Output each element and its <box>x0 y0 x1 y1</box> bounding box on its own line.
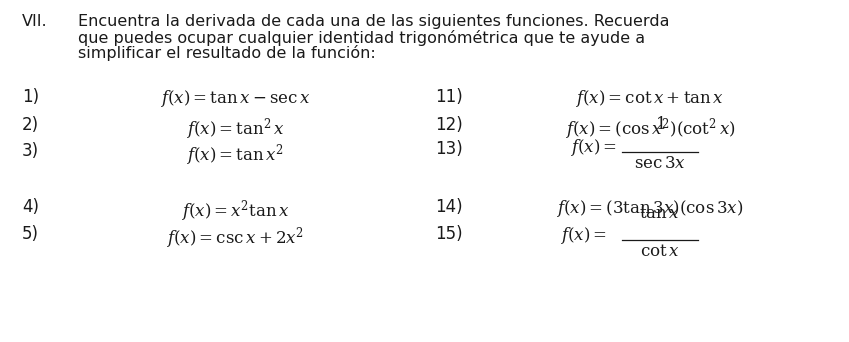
Text: $1$: $1$ <box>655 115 665 133</box>
Text: 11): 11) <box>435 88 463 106</box>
Text: 13): 13) <box>435 140 463 158</box>
Text: $f(x) = x^2 \tan x$: $f(x) = x^2 \tan x$ <box>181 198 290 224</box>
Text: $f(x) = \tan x - \sec x$: $f(x) = \tan x - \sec x$ <box>160 88 311 109</box>
Text: 15): 15) <box>435 225 463 243</box>
Text: 5): 5) <box>22 225 39 243</box>
Text: 2): 2) <box>22 116 39 134</box>
Text: $f(x) = \cot x + \tan x$: $f(x) = \cot x + \tan x$ <box>576 88 724 109</box>
Text: simplificar el resultado de la función:: simplificar el resultado de la función: <box>78 45 376 61</box>
Text: $\tan x$: $\tan x$ <box>639 204 681 222</box>
Text: 3): 3) <box>22 142 39 160</box>
Text: $f(x) = (3\tan 3x)(\cos 3x)$: $f(x) = (3\tan 3x)(\cos 3x)$ <box>556 198 744 219</box>
Text: $f(x) = \csc x + 2x^2$: $f(x) = \csc x + 2x^2$ <box>166 225 304 251</box>
Text: 4): 4) <box>22 198 39 216</box>
Text: 1): 1) <box>22 88 39 106</box>
Text: $f(x) = \tan x^2$: $f(x) = \tan x^2$ <box>186 142 284 168</box>
Text: $f(x) = \tan^2 x$: $f(x) = \tan^2 x$ <box>186 116 284 142</box>
Text: VII.: VII. <box>22 14 48 29</box>
Text: $f(x) = (\cos x^2)(\cot^2 x)$: $f(x) = (\cos x^2)(\cot^2 x)$ <box>565 116 735 142</box>
Text: $\sec 3x$: $\sec 3x$ <box>634 154 686 172</box>
Text: $\cot x$: $\cot x$ <box>640 242 680 260</box>
Text: Encuentra la derivada de cada una de las siguientes funciones. Recuerda: Encuentra la derivada de cada una de las… <box>78 14 670 29</box>
Text: $f(x) =$: $f(x) =$ <box>570 136 617 158</box>
Text: 12): 12) <box>435 116 463 134</box>
Text: que puedes ocupar cualquier identidad trigonómétrica que te ayude a: que puedes ocupar cualquier identidad tr… <box>78 29 645 45</box>
Text: $f(x) =$: $f(x) =$ <box>560 224 607 246</box>
Text: 14): 14) <box>435 198 463 216</box>
